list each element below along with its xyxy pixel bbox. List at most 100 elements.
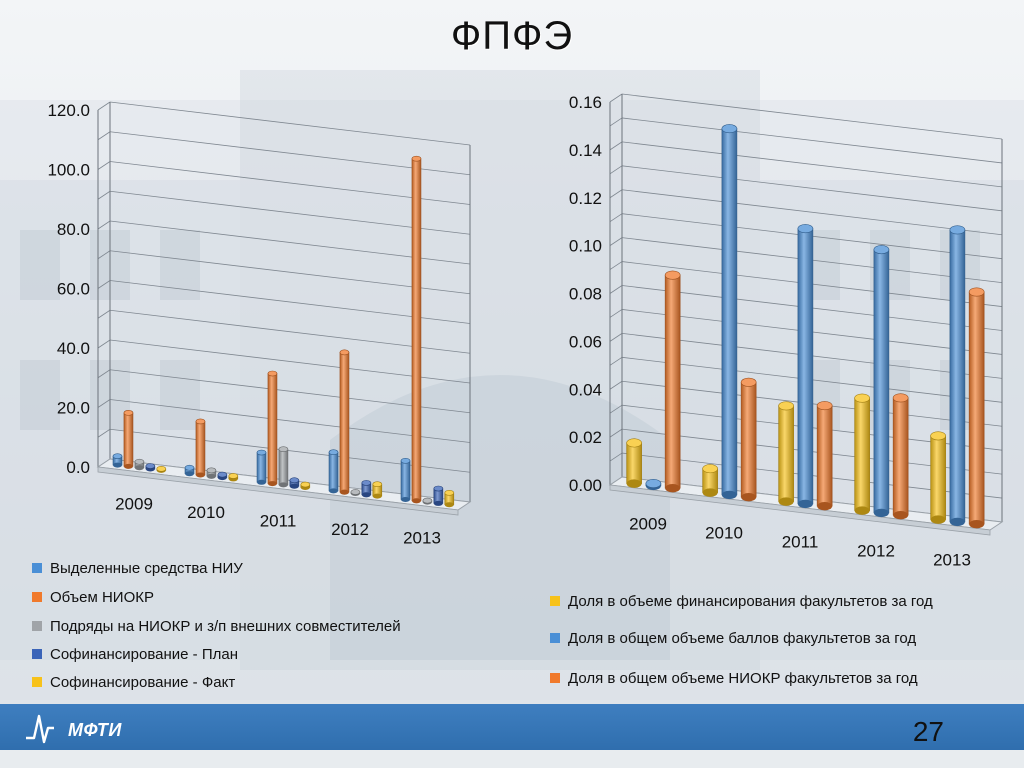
legend-swatch: [32, 592, 42, 602]
bar: [411, 155, 422, 504]
bar-base: [949, 517, 965, 527]
bar-base: [854, 506, 870, 515]
bar-top: [721, 124, 738, 134]
bar-base: [257, 479, 267, 485]
bar-base: [969, 519, 985, 529]
legend-swatch: [32, 563, 42, 573]
bar-top: [433, 485, 444, 492]
gridline-depth: [609, 165, 623, 175]
bar: [816, 401, 833, 511]
bar: [184, 464, 195, 477]
legend-item: Доля в объеме финансирования факультетов…: [550, 593, 933, 610]
gridline-depth: [609, 261, 623, 270]
bar-body: [930, 435, 946, 520]
bar-body: [123, 412, 134, 467]
bar-top: [626, 438, 642, 448]
bar-base: [289, 483, 299, 489]
bar-body: [968, 291, 985, 525]
y-tick-label: 80.0: [57, 220, 90, 239]
bar-base: [278, 482, 288, 488]
legend-label: Софинансирование - План: [50, 646, 239, 663]
legend-item: Объем НИОКР: [32, 589, 154, 606]
gridline-depth: [609, 428, 623, 438]
gridline-depth: [609, 356, 623, 366]
bar-top: [228, 473, 239, 479]
bar: [206, 467, 217, 479]
gridline-depth: [97, 220, 111, 230]
bar: [339, 349, 350, 495]
legend-label: Софинансирование - Факт: [50, 674, 236, 691]
legend-item: Софинансирование - План: [32, 646, 238, 663]
legend-swatch: [32, 621, 42, 631]
y-tick-label: 0.10: [569, 237, 602, 256]
bar-body: [854, 397, 870, 511]
y-tick-label: 40.0: [57, 339, 90, 358]
x-tick-label: 2011: [782, 533, 819, 552]
bar-top: [422, 497, 433, 504]
gridline: [621, 189, 1003, 236]
gridline: [109, 280, 471, 324]
gridline-depth: [609, 309, 623, 318]
bar: [278, 446, 289, 488]
bar-top: [123, 410, 134, 416]
left-legend: Выделенные средства НИУ Объем НИОКР Подр…: [32, 560, 492, 700]
legend-swatch: [550, 596, 560, 606]
bar: [702, 464, 718, 497]
bar: [145, 463, 156, 472]
bar-base: [873, 508, 889, 518]
gridline-depth: [97, 399, 111, 408]
gridline: [109, 161, 471, 205]
bar-top: [664, 270, 681, 280]
x-tick-label: 2010: [705, 524, 743, 543]
bar-body: [411, 158, 422, 502]
bar-top: [350, 489, 361, 495]
bar: [433, 485, 444, 506]
bar: [422, 497, 433, 505]
bar-top: [300, 481, 311, 488]
bar-top: [702, 464, 718, 474]
bars: [626, 124, 985, 529]
page-number: 27: [912, 716, 944, 747]
gridline-depth: [609, 93, 623, 103]
bar-top: [949, 225, 966, 235]
bar-top: [267, 370, 278, 377]
x-tick-label: 2011: [260, 512, 297, 531]
x-tick-label: 2009: [629, 515, 667, 534]
gridline: [621, 165, 1003, 212]
y-tick-label: 120.0: [47, 101, 90, 120]
y-tick-label: 0.06: [569, 332, 602, 351]
bar-top: [145, 463, 156, 469]
bar: [372, 481, 383, 499]
bar-body: [400, 460, 411, 500]
gridline-depth: [97, 131, 111, 141]
bar: [267, 370, 278, 487]
bar-base: [817, 501, 833, 511]
bar: [873, 245, 890, 518]
bar-top: [289, 477, 300, 484]
bar-base: [411, 498, 421, 504]
bar-top: [217, 471, 228, 478]
bar-base: [797, 499, 813, 509]
y-tick-label: 0.14: [569, 141, 602, 160]
logo-text: МФТИ: [68, 720, 122, 740]
bar-base: [361, 492, 371, 498]
bar-top: [892, 393, 909, 403]
y-tick-label: 0.04: [569, 380, 602, 399]
gridline-depth: [97, 190, 111, 200]
bar-base: [626, 479, 642, 488]
legend-label: Доля в общем объеме баллов факультетов з…: [568, 630, 917, 647]
gridline-depth: [609, 237, 623, 246]
bar-body: [873, 249, 890, 514]
bar: [256, 449, 267, 485]
bar-base: [113, 462, 123, 468]
gridline-depth: [609, 189, 623, 199]
bar-top: [411, 155, 422, 162]
gridline-depth: [97, 309, 111, 319]
gridline-depth: [97, 250, 111, 260]
legend-label: Доля в общем объеме НИОКР факультетов за…: [568, 670, 918, 687]
bar: [645, 479, 662, 491]
legend-swatch: [32, 677, 42, 687]
bar-body: [892, 397, 909, 516]
bar-body: [267, 373, 278, 484]
bar-top: [930, 431, 946, 441]
